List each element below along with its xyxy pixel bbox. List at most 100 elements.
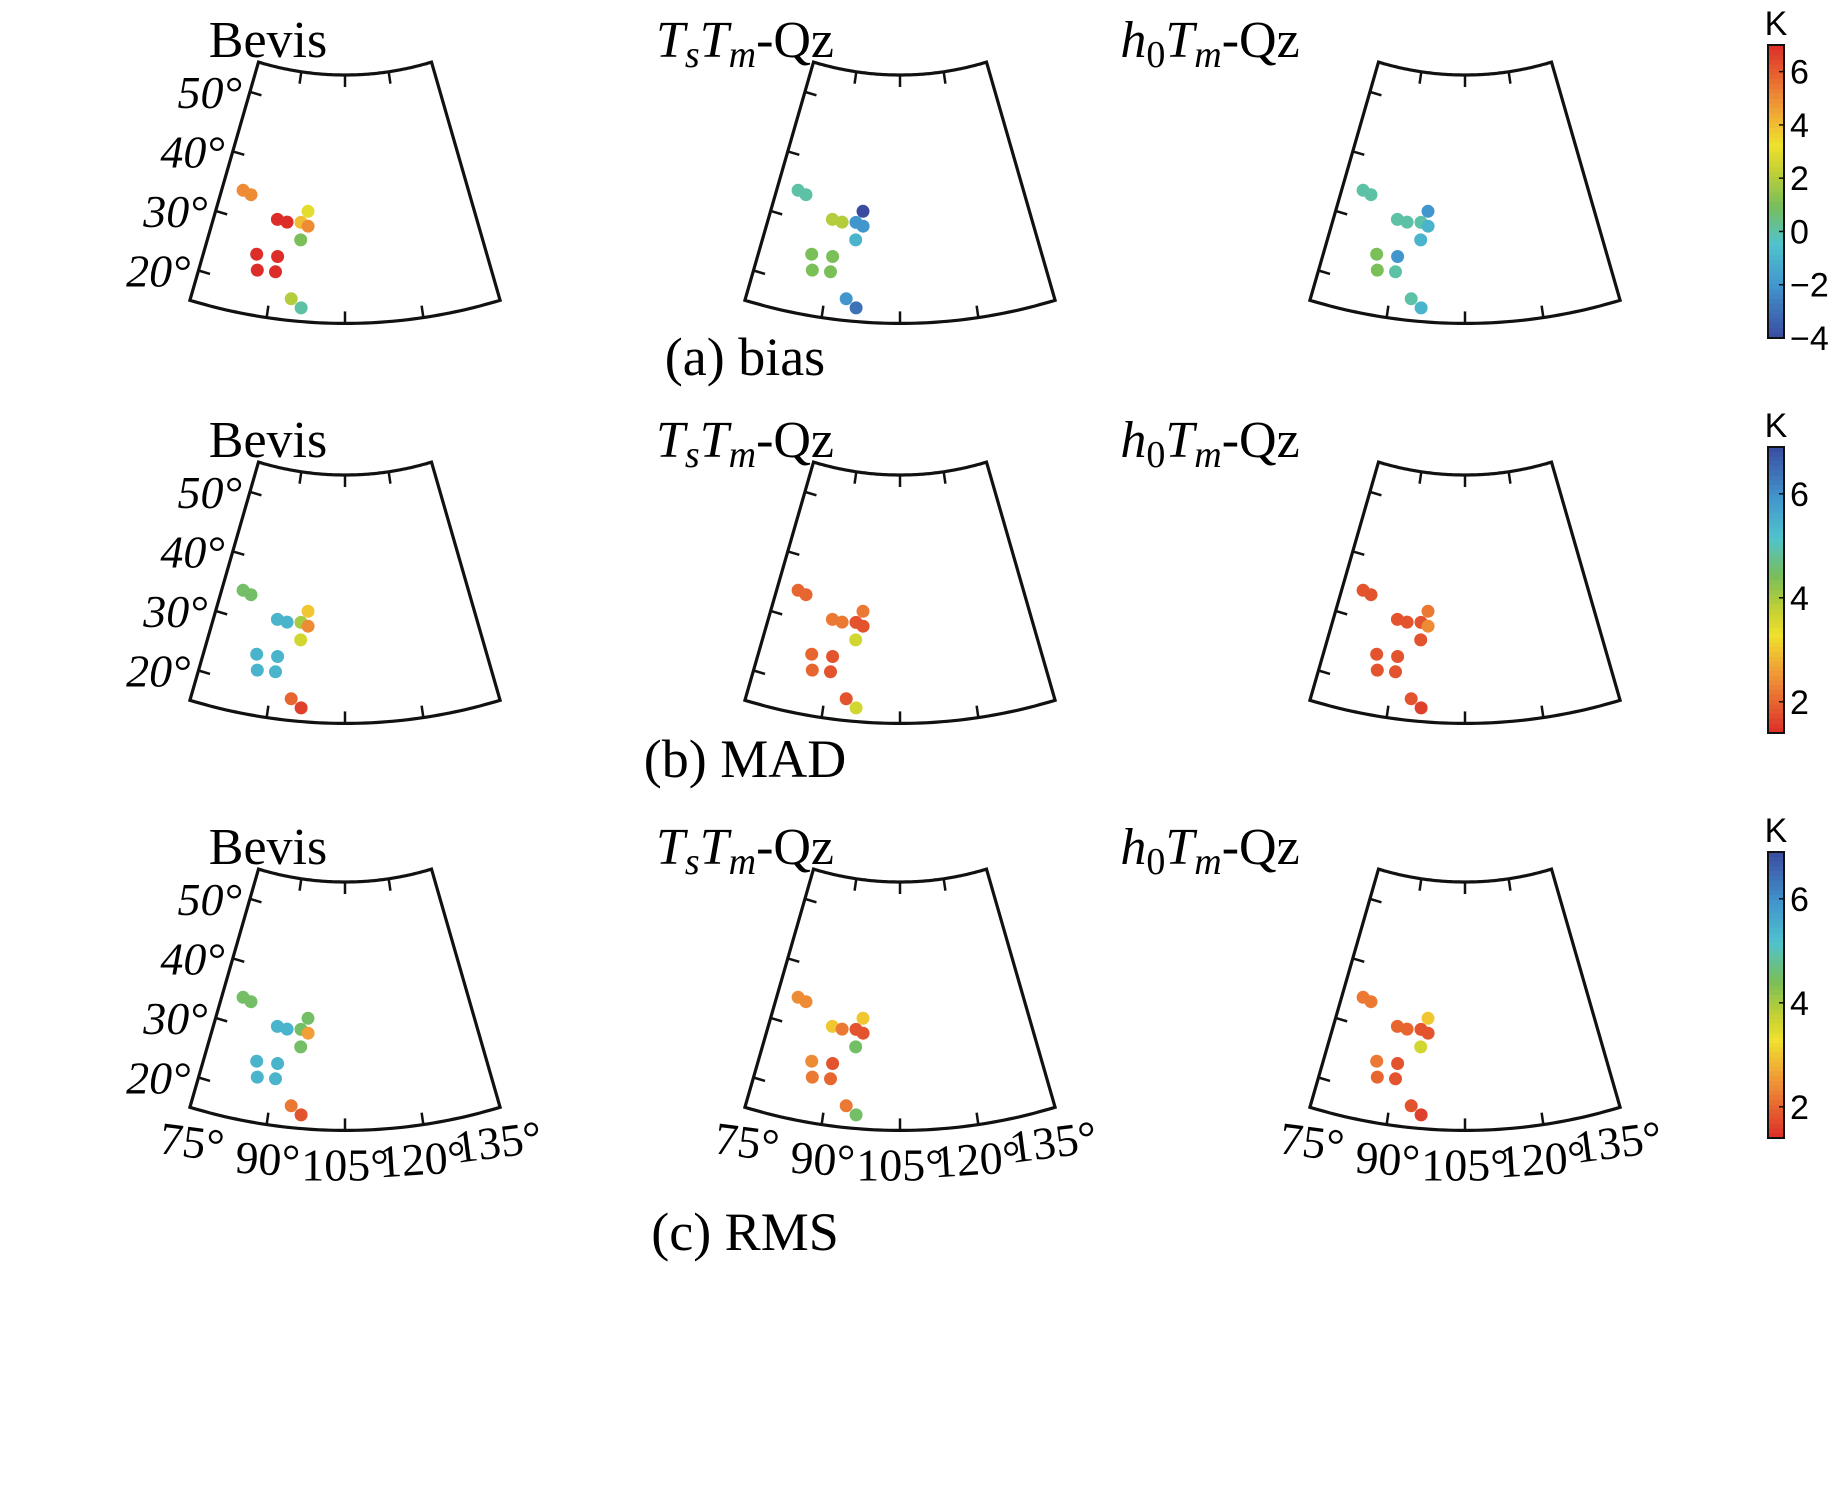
colorbar-segment [1768, 580, 1784, 586]
colorbar-segment [1768, 928, 1784, 934]
lon-tick-mark [387, 878, 392, 891]
lat-tick-mark [804, 90, 817, 97]
station-point [301, 204, 315, 218]
station-point [301, 1011, 315, 1025]
colorbar-segment [1768, 537, 1784, 543]
lat-tick-mark [232, 150, 245, 157]
colorbar-segment [1768, 1014, 1784, 1020]
colorbar-tick-label: 2 [1790, 684, 1809, 722]
lat-label: 20° [126, 646, 190, 697]
colorbar-segment [1768, 590, 1784, 596]
colorbar-segment [1768, 475, 1784, 481]
lon-label: 105° [301, 1139, 388, 1190]
station-point [1421, 619, 1435, 633]
lat-label: 40° [160, 933, 224, 984]
colorbar-segment [1768, 699, 1784, 705]
station-point [294, 633, 308, 647]
station-point [271, 650, 285, 663]
station-point [1370, 663, 1384, 677]
colorbar-segment [1768, 542, 1784, 548]
colorbar-segment [1768, 913, 1784, 920]
panel-caption: (b) MAD [644, 729, 846, 789]
map-frame [742, 460, 1058, 725]
colorbar-segment [1768, 59, 1784, 66]
colorbar-segment [1768, 990, 1784, 996]
lat-tick-mark [753, 269, 766, 276]
colorbar-segment [1768, 157, 1784, 163]
colorbar-segment [1768, 947, 1784, 953]
colorbar-segment [1768, 1009, 1784, 1015]
map-title: TsTm-Qz [656, 412, 834, 476]
colorbar-segment [1768, 661, 1784, 667]
colorbar-segment [1768, 894, 1784, 901]
colorbar-segment [1768, 871, 1784, 877]
lon-tick-mark [1385, 1112, 1390, 1125]
station-point [244, 188, 258, 202]
station-point [269, 1072, 282, 1086]
lon-tick-mark [853, 471, 858, 484]
station-point [1414, 233, 1428, 247]
map-title: h0Tm-Qz [1120, 12, 1299, 76]
colorbar-segment [1768, 523, 1784, 529]
lon-tick-mark [942, 471, 947, 484]
colorbar-segment [1768, 225, 1784, 232]
lat-tick-mark [770, 609, 783, 616]
colorbar-segment [1768, 656, 1784, 663]
lon-tick-mark [1385, 705, 1390, 718]
station-point [824, 1072, 837, 1086]
colorbar-segment [1768, 201, 1784, 207]
station-point [301, 219, 315, 233]
colorbar-tick-label: 4 [1790, 107, 1809, 145]
station-point [250, 1070, 264, 1084]
colorbar-segment [1768, 899, 1784, 906]
colorbar-segment [1768, 461, 1784, 467]
colorbar-segment [1768, 875, 1784, 882]
panel-caption: (c) RMS [651, 1202, 839, 1262]
colorbar-segment [1768, 284, 1784, 290]
lon-label: 105° [1421, 1139, 1508, 1190]
map-h0tm-qz: h0Tm-Qz [1120, 412, 1623, 725]
station-point [250, 1054, 264, 1068]
lat-tick-mark [1352, 957, 1365, 964]
lon-tick-mark [942, 71, 947, 84]
colorbar: K6 4 2 [1765, 812, 1809, 1139]
map-title: h0Tm-Qz [1120, 819, 1299, 883]
map-title: TsTm-Qz [656, 12, 834, 76]
colorbar-tick-label: 2 [1790, 1089, 1809, 1127]
lat-tick-mark [1318, 269, 1331, 276]
colorbar-segment [1768, 880, 1784, 886]
lat-tick-mark [770, 209, 783, 216]
lat-tick-mark [215, 209, 228, 216]
colorbar-segment [1768, 93, 1784, 100]
lon-tick-mark [387, 471, 392, 484]
lon-tick-mark [853, 878, 858, 891]
colorbar-segment [1768, 1123, 1784, 1130]
lon-tick-mark [820, 305, 825, 318]
colorbar-segment [1768, 294, 1784, 300]
station-point [294, 301, 308, 315]
colorbar-segment [1768, 303, 1784, 310]
lon-tick-mark [820, 1112, 825, 1125]
colorbar-segment [1768, 680, 1784, 686]
lon-tick-mark [1385, 305, 1390, 318]
colorbar-segment [1768, 528, 1784, 534]
map-tstm-qz: TsTm-Qz [656, 12, 1058, 325]
colorbar-segment [1768, 176, 1784, 183]
lat-label: 50° [178, 467, 242, 518]
colorbar: K6 4 2 [1765, 407, 1809, 734]
colorbar-segment [1768, 642, 1784, 648]
station-point [839, 1099, 853, 1113]
station-point [839, 292, 853, 306]
lat-tick-mark [753, 1076, 766, 1083]
colorbar-segment [1768, 466, 1784, 472]
colorbar-tick-label: 6 [1790, 881, 1809, 919]
colorbar-segment [1768, 485, 1784, 491]
colorbar-segment [1768, 181, 1784, 188]
station-point [1389, 265, 1402, 279]
station-point [826, 650, 840, 663]
colorbar-segment [1768, 508, 1784, 515]
lon-label: 120° [377, 1131, 468, 1188]
colorbar-tick-label: 6 [1790, 476, 1809, 514]
lon-tick-mark [1507, 71, 1512, 84]
